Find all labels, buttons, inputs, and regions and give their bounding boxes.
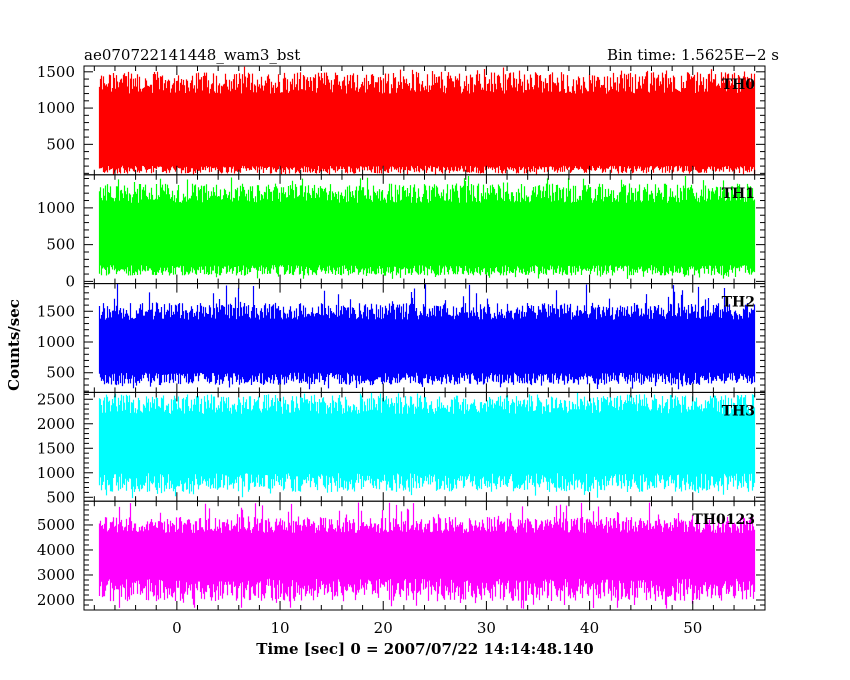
panel-label: TH3 [722, 403, 755, 419]
y-tick-label: 3000 [37, 566, 75, 584]
x-tick-label: 20 [374, 619, 393, 637]
x-tick-label: 30 [477, 619, 496, 637]
y-tick-label: 1500 [37, 63, 75, 81]
series-th0 [98, 66, 756, 175]
panel-th3: 500 1000 1500 2000 2500 TH3 [37, 390, 766, 506]
series-th3 [98, 392, 756, 499]
y-axis-label: Counts/sec [5, 299, 23, 391]
series-th2 [98, 283, 756, 390]
panel-label: TH1 [722, 186, 755, 202]
chart-title-right: Bin time: 1.5625E−2 s [607, 46, 779, 64]
x-axis-label: Time [sec] 0 = 2007/07/22 14:14:48.140 [256, 640, 593, 658]
y-tick-label: 1000 [37, 333, 75, 351]
series-th1 [98, 176, 756, 279]
x-tick-label: 0 [172, 619, 182, 637]
panel-th0123: 2000 3000 4000 5000 TH0123 [37, 500, 766, 611]
y-tick-label: 1500 [37, 439, 75, 457]
y-tick-label: 4000 [37, 541, 75, 559]
panel-th1: 0 500 1000 TH1 [37, 174, 766, 290]
x-tick-label: 10 [270, 619, 289, 637]
y-tick-label: 500 [46, 236, 75, 254]
y-tick-label: 2500 [37, 390, 75, 408]
panel-label: TH0 [722, 77, 756, 93]
y-tick-label: 500 [46, 364, 75, 382]
x-tick-label: 40 [580, 619, 599, 637]
y-tick-label: 5000 [37, 516, 75, 534]
y-tick-label: 1500 [37, 302, 75, 320]
y-tick-label: 500 [46, 135, 75, 153]
y-tick-label: 2000 [37, 415, 75, 433]
y-tick-label: 0 [65, 272, 75, 290]
panel-th0: 500 1000 1500 TH0 [37, 63, 766, 176]
y-tick-label: 500 [46, 488, 75, 506]
x-tick-label: 50 [683, 619, 702, 637]
panel-th2: 500 1000 1500 TH2 [37, 283, 766, 393]
y-tick-label: 1000 [37, 464, 75, 482]
chart-title-left: ae070722141448_wam3_bst [84, 46, 300, 64]
y-tick-label: 2000 [37, 591, 75, 609]
y-tick-label: 1000 [37, 99, 75, 117]
panel-label: TH2 [722, 295, 755, 311]
series-th0123 [98, 502, 756, 609]
y-tick-label: 1000 [37, 199, 75, 217]
panel-label: TH0123 [692, 512, 755, 528]
